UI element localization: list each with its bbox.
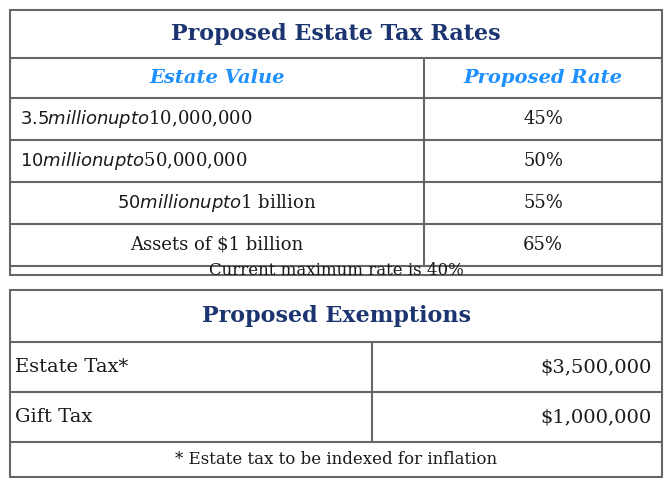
Text: Proposed Estate Tax Rates: Proposed Estate Tax Rates (171, 23, 501, 45)
Bar (10, 290, 662, 477)
Text: * Estate tax to be indexed for inflation: * Estate tax to be indexed for inflation (175, 451, 497, 468)
Text: $50 million up to $1 billion: $50 million up to $1 billion (117, 192, 317, 214)
Text: 45%: 45% (523, 110, 563, 128)
Text: 55%: 55% (523, 194, 563, 212)
Text: Estate Tax*: Estate Tax* (15, 358, 128, 376)
Text: 50%: 50% (523, 152, 563, 170)
Text: Proposed Exemptions: Proposed Exemptions (202, 305, 470, 327)
Text: Gift Tax: Gift Tax (15, 408, 92, 426)
Text: Current maximum rate is 40%: Current maximum rate is 40% (208, 262, 464, 279)
Text: $10 million up to $50,000,000: $10 million up to $50,000,000 (20, 150, 247, 172)
Text: $3,500,000: $3,500,000 (541, 358, 652, 376)
Text: Proposed Rate: Proposed Rate (464, 69, 622, 87)
Text: $1,000,000: $1,000,000 (541, 408, 652, 426)
Text: $3.5 million up to $10,000,000: $3.5 million up to $10,000,000 (20, 108, 253, 130)
Text: Assets of $1 billion: Assets of $1 billion (130, 236, 304, 254)
Text: Estate Value: Estate Value (149, 69, 285, 87)
Text: 65%: 65% (523, 236, 563, 254)
Bar (10, 10, 662, 275)
